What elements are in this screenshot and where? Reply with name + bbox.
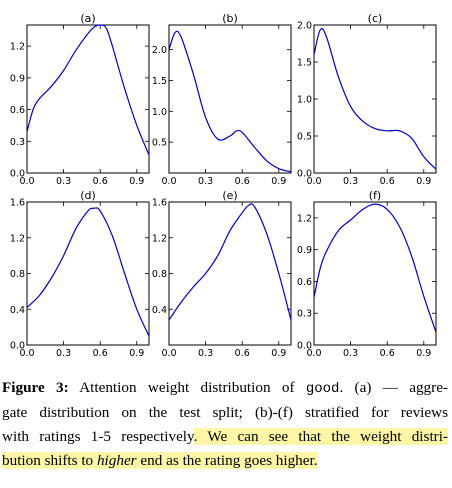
density-curve <box>27 25 149 155</box>
y-tick-label: 0.4 <box>152 305 167 316</box>
figure-caption: Figure 3: Attention weight distribution … <box>2 376 448 473</box>
y-tick-label: 0.5 <box>297 132 312 143</box>
density-curve <box>169 204 291 320</box>
x-tick-label: 0.9 <box>416 348 431 359</box>
y-tick-label: 0.6 <box>297 277 312 288</box>
y-tick-label: 0.0 <box>297 341 312 352</box>
panel-title: (d) <box>80 189 96 202</box>
y-tick-label: 0.0 <box>10 169 25 180</box>
density-curve <box>27 208 149 336</box>
panel-title: (c) <box>368 12 383 25</box>
x-tick-label: 0.3 <box>56 348 71 359</box>
plot-frame <box>314 25 436 173</box>
y-tick-label: 0.0 <box>10 341 25 352</box>
x-tick-label: 0.6 <box>235 348 250 359</box>
y-tick-label: 1.0 <box>152 107 167 118</box>
y-tick-label: 1.5 <box>152 76 167 87</box>
y-tick-label: 1.2 <box>10 233 25 244</box>
plot-frame <box>169 25 291 173</box>
caption-highlight: . We can see that the weight distri- <box>194 428 448 445</box>
plot-frame <box>314 202 436 345</box>
y-tick-label: 1.5 <box>297 58 312 69</box>
x-tick-label: 0.3 <box>198 176 213 187</box>
caption-code-word: good <box>306 381 340 397</box>
panel-title: (a) <box>80 12 95 25</box>
y-tick-label: 0.9 <box>297 245 312 256</box>
x-tick-label: 0.6 <box>93 348 108 359</box>
plot-frame <box>27 202 149 345</box>
plot-frame <box>27 25 149 173</box>
x-tick-label: 0.3 <box>56 176 71 187</box>
density-curve <box>314 204 436 332</box>
caption-highlight: bution shifts to higher end as the ratin… <box>2 452 318 469</box>
y-tick-label: 0.9 <box>10 73 25 84</box>
y-tick-label: 1.6 <box>10 198 25 209</box>
x-tick-label: 0.9 <box>129 176 144 187</box>
y-tick-label: 2.0 <box>152 45 167 56</box>
caption-label: Figure 3: <box>2 379 69 396</box>
density-curve <box>314 29 436 170</box>
plot-panel: (e) 0.0 0.3 0.6 0.9 0.4 0.8 1.2 1.6 <box>152 189 291 359</box>
x-tick-label: 0.6 <box>93 176 108 187</box>
y-tick-label: 1.2 <box>297 213 312 224</box>
y-tick-label: 0.3 <box>10 137 25 148</box>
y-tick-label: 2.0 <box>297 21 312 32</box>
y-tick-label: 0.6 <box>10 105 25 116</box>
plot-frame <box>169 202 291 345</box>
y-tick-label: 0.8 <box>10 269 25 280</box>
panel-title: (e) <box>222 189 237 202</box>
panel-title: (b) <box>222 12 238 25</box>
x-tick-label: 0.3 <box>343 176 358 187</box>
y-tick-label: 1.6 <box>152 198 167 209</box>
plot-panel: (f)0.0 0.3 0.6 0.90.00.30.60.91.2 <box>297 189 436 359</box>
x-tick-label: 0.6 <box>235 176 250 187</box>
y-tick-label: 0.5 <box>152 138 167 149</box>
y-tick-label: 0.0 <box>297 169 312 180</box>
y-tick-label: 0.3 <box>297 309 312 320</box>
x-tick-label: 0.6 <box>380 176 395 187</box>
x-tick-label: 0.6 <box>380 348 395 359</box>
y-tick-label: 1.2 <box>152 233 167 244</box>
x-tick-label: 0.0 <box>161 348 176 359</box>
plot-panel: (a)0.0 0.3 0.6 0.90.00.30.60.91.2 <box>10 12 149 187</box>
x-tick-label: 0.9 <box>271 176 286 187</box>
y-tick-label: 0.8 <box>152 269 167 280</box>
plot-panel: (d)0.0 0.3 0.6 0.90.00.40.81.21.6 <box>10 189 149 359</box>
x-tick-label: 0.3 <box>198 348 213 359</box>
plot-panel: (c)0.0 0.3 0.6 0.90.00.51.01.52.0 <box>297 12 436 187</box>
x-tick-label: 0.9 <box>271 348 286 359</box>
x-tick-label: 0.9 <box>416 176 431 187</box>
figure-3-plots: (a) 0.0 0.3 0.6 0.9 0.0 0.3 0.6 0.9 1.2 (b) 0.0 0.3 0… <box>0 0 452 370</box>
panel-title: (f) <box>369 189 381 202</box>
caption-text: . (a) — aggre- <box>339 379 448 396</box>
y-tick-label: 0.4 <box>10 305 25 316</box>
density-curve <box>169 31 291 172</box>
caption-line-2: gate distribution on the test split; (b)… <box>2 401 448 425</box>
y-tick-label: 1.2 <box>10 42 25 53</box>
x-tick-label: 0.0 <box>161 176 176 187</box>
caption-text: with ratings 1-5 respectively <box>2 428 194 445</box>
plot-panel: (b) 0.0 0.3 0.6 0.9 0.5 1.0 1.5 2.0 <box>152 12 291 187</box>
y-tick-label: 1.0 <box>297 95 312 106</box>
x-tick-label: 0.3 <box>343 348 358 359</box>
caption-text: Attention weight distribution of <box>69 379 306 396</box>
x-tick-label: 0.9 <box>129 348 144 359</box>
